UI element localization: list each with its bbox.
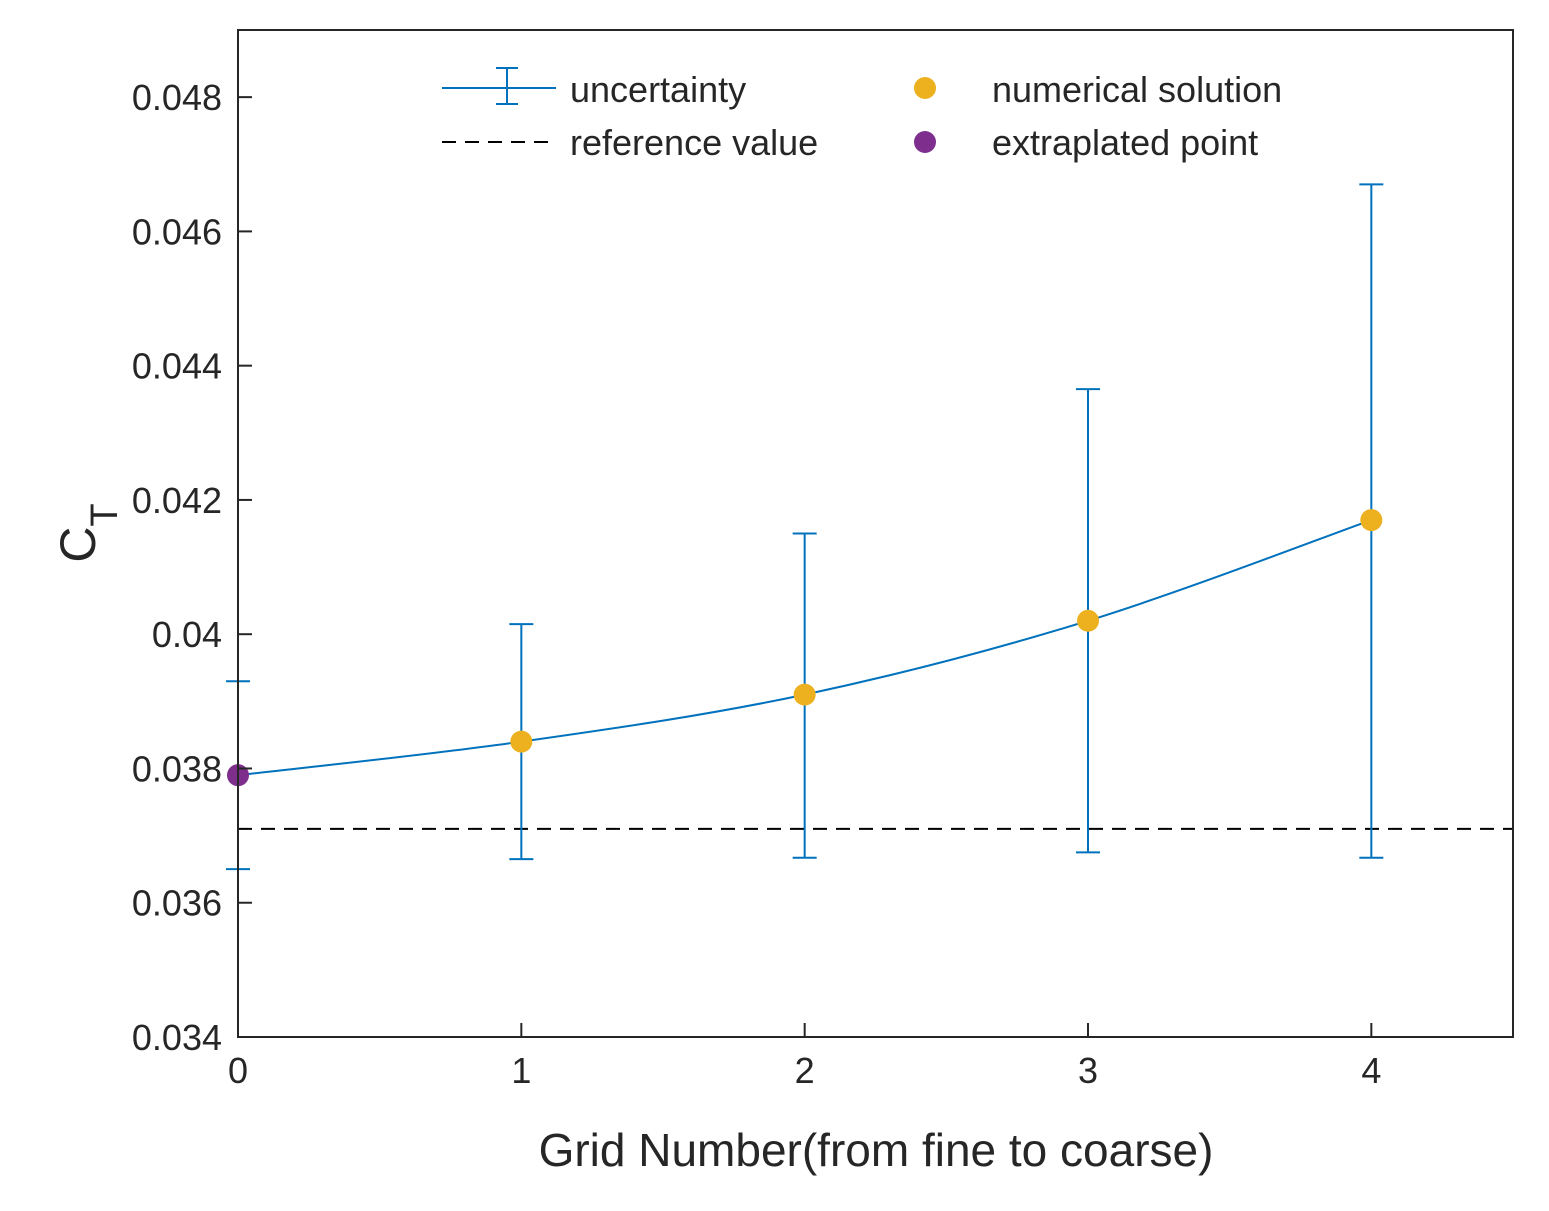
legend-label-extraplated-point: extraplated point	[992, 122, 1258, 163]
y-tick-label: 0.042	[132, 480, 222, 521]
x-tick-label: 4	[1361, 1050, 1381, 1091]
y-tick-label: 0.048	[132, 77, 222, 118]
x-axis-title: Grid Number(from fine to coarse)	[539, 1124, 1214, 1176]
data-point-numerical-solution	[1360, 509, 1383, 532]
legend-item-uncertainty: uncertainty	[442, 67, 746, 110]
y-tick-label: 0.04	[152, 614, 222, 655]
x-tick-label: 1	[511, 1050, 531, 1091]
legend: uncertainty reference value numerical so…	[442, 67, 1282, 163]
x-tick-label: 2	[795, 1050, 815, 1091]
y-tick-label: 0.046	[132, 211, 222, 252]
legend-label-uncertainty: uncertainty	[570, 69, 746, 110]
y-tick-label: 0.044	[132, 346, 222, 387]
legend-marker-numerical-solution	[914, 77, 936, 99]
plot-layer	[226, 183, 1513, 871]
data-point-numerical-solution	[793, 683, 816, 706]
axes-box	[237, 29, 1514, 1038]
y-axis-title: CT	[50, 503, 126, 562]
legend-label-numerical-solution: numerical solution	[992, 69, 1282, 110]
legend-marker-extraplated-point	[914, 131, 936, 153]
ticks-layer: 0 1 2 3 4 0.034 0.036 0.038 0.04 0.042 0.044 0.046 0…	[132, 77, 1381, 1091]
y-axis-title-main: C	[50, 527, 106, 563]
y-tick-label: 0.038	[132, 748, 222, 789]
legend-label-reference-value: reference value	[570, 122, 818, 163]
legend-item-reference-value: reference value	[442, 122, 818, 163]
y-tick-label: 0.036	[132, 883, 222, 924]
svg-text:CT: CT	[50, 503, 126, 562]
y-axis-title-sub: T	[84, 503, 126, 526]
x-tick-label: 0	[228, 1050, 248, 1091]
legend-item-extraplated-point: extraplated point	[914, 122, 1258, 163]
data-point-numerical-solution	[510, 730, 533, 753]
x-tick-label: 3	[1078, 1050, 1098, 1091]
y-tick-label: 0.034	[132, 1017, 222, 1058]
data-point-numerical-solution	[1077, 609, 1099, 632]
legend-item-numerical-solution: numerical solution	[914, 69, 1282, 110]
